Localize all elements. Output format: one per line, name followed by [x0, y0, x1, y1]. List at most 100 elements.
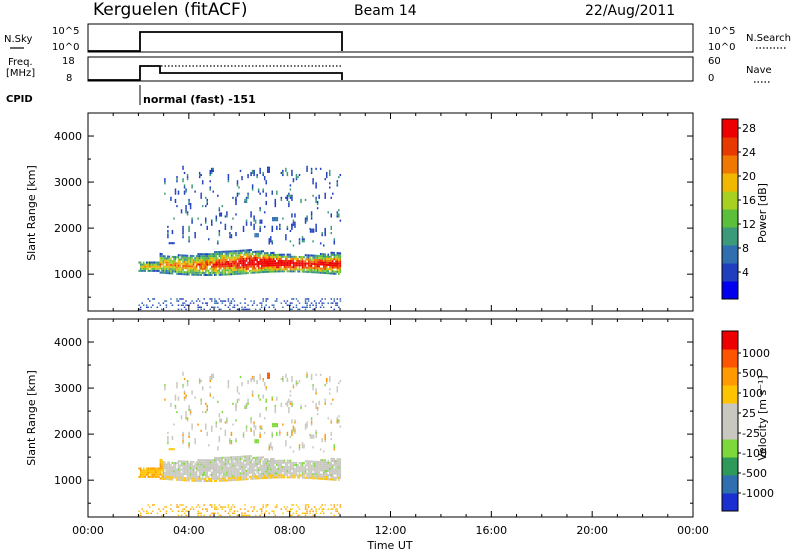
- heatmap-cell: [241, 266, 243, 269]
- heatmap-cell: [152, 298, 154, 300]
- heatmap-cell: [236, 180, 239, 183]
- heatmap-cell: [179, 270, 181, 273]
- heatmap-cell: [242, 459, 245, 462]
- heatmap-cell: [327, 263, 329, 267]
- heatmap-cell: [333, 270, 336, 273]
- heatmap-cell: [189, 263, 192, 266]
- heatmap-cell: [292, 512, 295, 515]
- heatmap-cell: [292, 384, 295, 387]
- heatmap-cell: [270, 460, 272, 463]
- heatmap-cell: [318, 269, 320, 272]
- heatmap-cell: [183, 171, 186, 175]
- heatmap-cell: [159, 267, 162, 270]
- heatmap-cell: [203, 471, 205, 474]
- heatmap-cell: [241, 382, 243, 385]
- heatmap-cell: [165, 261, 168, 264]
- heatmap-cell: [211, 167, 213, 170]
- heatmap-cell: [276, 192, 278, 195]
- heatmap-cell: [259, 435, 261, 439]
- heatmap-cell: [265, 258, 267, 261]
- heatmap-cell: [182, 479, 184, 482]
- heatmap-cell: [203, 308, 205, 311]
- heatmap-cell: [233, 472, 236, 475]
- heatmap-cell: [195, 271, 198, 274]
- heatmap-cell: [309, 472, 311, 475]
- heatmap-cell: [247, 510, 249, 512]
- heatmap-cell: [147, 261, 149, 264]
- heatmap-cell: [301, 266, 304, 269]
- heatmap-cell: [191, 390, 193, 393]
- heatmap-cell: [335, 270, 337, 273]
- heatmap-cell: [276, 506, 278, 508]
- heatmap-cell: [189, 261, 192, 264]
- heatmap-cell: [182, 262, 184, 265]
- heatmap-cell: [248, 269, 251, 272]
- heatmap-cell: [236, 184, 239, 187]
- heatmap-cell: [303, 306, 305, 309]
- heatmap-cell: [176, 262, 178, 265]
- heatmap-cell: [288, 255, 290, 258]
- heatmap-cell: [253, 269, 255, 272]
- heatmap-cell: [142, 473, 145, 476]
- heatmap-cell: [324, 232, 326, 235]
- heatmap-cell: [167, 440, 169, 443]
- heatmap-cell: [333, 470, 336, 473]
- heatmap-cell: [270, 470, 272, 473]
- heatmap-cell: [167, 431, 169, 434]
- heatmap-cell: [315, 477, 317, 480]
- heatmap-cell: [301, 262, 304, 265]
- heatmap-cell: [254, 269, 257, 272]
- heatmap-cell: [165, 465, 168, 468]
- heatmap-cell: [335, 256, 337, 259]
- heatmap-cell: [182, 264, 184, 267]
- heatmap-cell: [235, 268, 237, 271]
- heatmap-cell: [336, 468, 339, 471]
- heatmap-cell: [253, 429, 255, 432]
- heatmap-cell: [332, 464, 334, 467]
- heatmap-cell: [307, 468, 310, 471]
- heatmap-cell: [191, 254, 193, 258]
- heatmap-cell: [291, 476, 293, 479]
- heatmap-cell: [203, 257, 205, 260]
- heatmap-cell: [263, 384, 266, 387]
- heatmap-cell: [167, 473, 169, 477]
- heatmap-cell: [170, 467, 172, 471]
- heatmap-cell: [192, 255, 195, 258]
- velocity-colorbar-tick-label: 1000: [742, 347, 770, 360]
- heatmap-cell: [330, 470, 333, 473]
- heatmap-cell: [273, 474, 275, 477]
- heatmap-cell: [312, 182, 314, 185]
- heatmap-cell: [164, 463, 166, 466]
- heatmap-cell: [188, 261, 190, 264]
- heatmap-cell: [330, 508, 333, 510]
- heatmap-cell: [241, 306, 243, 309]
- heatmap-cell: [298, 238, 301, 241]
- heatmap-cell: [327, 257, 329, 260]
- heatmap-cell: [316, 263, 319, 266]
- heatmap-cell: [322, 471, 325, 474]
- heatmap-cell: [176, 178, 178, 181]
- heatmap-cell: [209, 271, 212, 274]
- heatmap-cell: [218, 229, 221, 233]
- heatmap-cell: [268, 242, 270, 245]
- heatmap-cell: [198, 263, 201, 266]
- heatmap-cell: [306, 266, 308, 269]
- heatmap-cell: [304, 425, 307, 428]
- heatmap-cell: [227, 273, 230, 276]
- heatmap-cell: [165, 257, 168, 260]
- heatmap-cell: [316, 259, 319, 262]
- heatmap-cell: [182, 229, 184, 233]
- heatmap-cell: [183, 254, 186, 257]
- heatmap-cell: [186, 471, 189, 474]
- heatmap-cell: [294, 221, 296, 224]
- heatmap-cell: [238, 186, 240, 189]
- heatmap-cell: [204, 467, 207, 470]
- heatmap-cell: [295, 461, 298, 464]
- heatmap-cell: [180, 479, 183, 482]
- heatmap-cell: [211, 459, 213, 462]
- heatmap-cell: [257, 233, 259, 236]
- heatmap-cell: [312, 466, 314, 469]
- heatmap-cell: [191, 271, 193, 274]
- heatmap-cell: [201, 261, 204, 264]
- heatmap-cell: [217, 465, 219, 468]
